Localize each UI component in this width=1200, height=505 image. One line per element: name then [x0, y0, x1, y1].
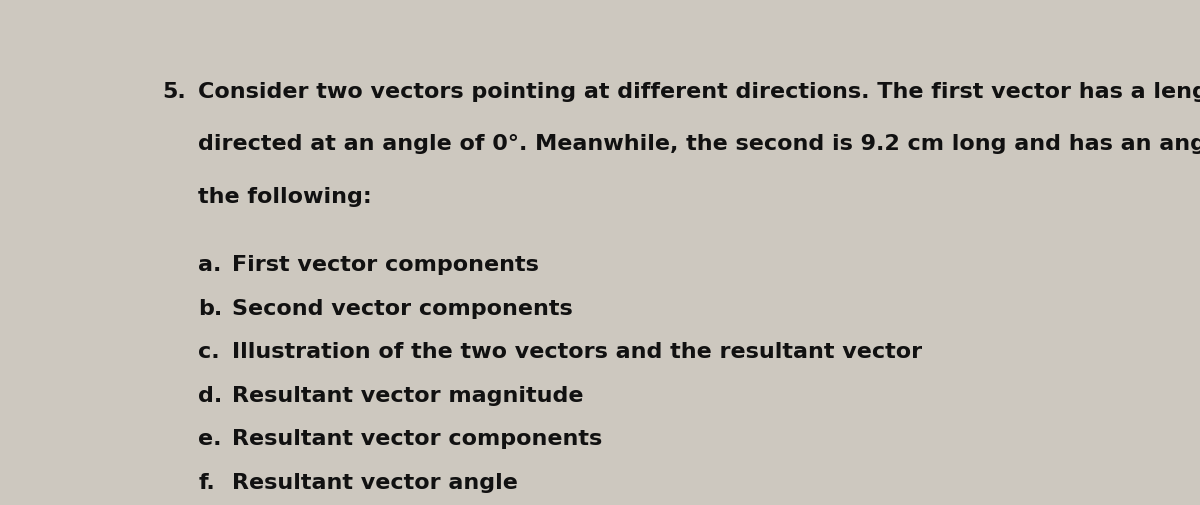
Text: Resultant vector magnitude: Resultant vector magnitude	[232, 386, 583, 406]
Text: b.: b.	[198, 298, 223, 319]
Text: e.: e.	[198, 429, 222, 449]
Text: f.: f.	[198, 473, 215, 493]
Text: c.: c.	[198, 342, 220, 362]
Text: 5.: 5.	[162, 82, 186, 102]
Text: Resultant vector angle: Resultant vector angle	[232, 473, 517, 493]
Text: Consider two vectors pointing at different directions. The first vector has a le: Consider two vectors pointing at differe…	[198, 82, 1200, 102]
Text: Resultant vector components: Resultant vector components	[232, 429, 602, 449]
Text: Second vector components: Second vector components	[232, 298, 572, 319]
Text: d.: d.	[198, 386, 223, 406]
Text: Illustration of the two vectors and the resultant vector: Illustration of the two vectors and the …	[232, 342, 922, 362]
Text: directed at an angle of 0°. Meanwhile, the second is 9.2 cm long and has an angl: directed at an angle of 0°. Meanwhile, t…	[198, 134, 1200, 155]
Text: a.: a.	[198, 255, 222, 275]
Text: the following:: the following:	[198, 187, 372, 207]
Text: First vector components: First vector components	[232, 255, 539, 275]
